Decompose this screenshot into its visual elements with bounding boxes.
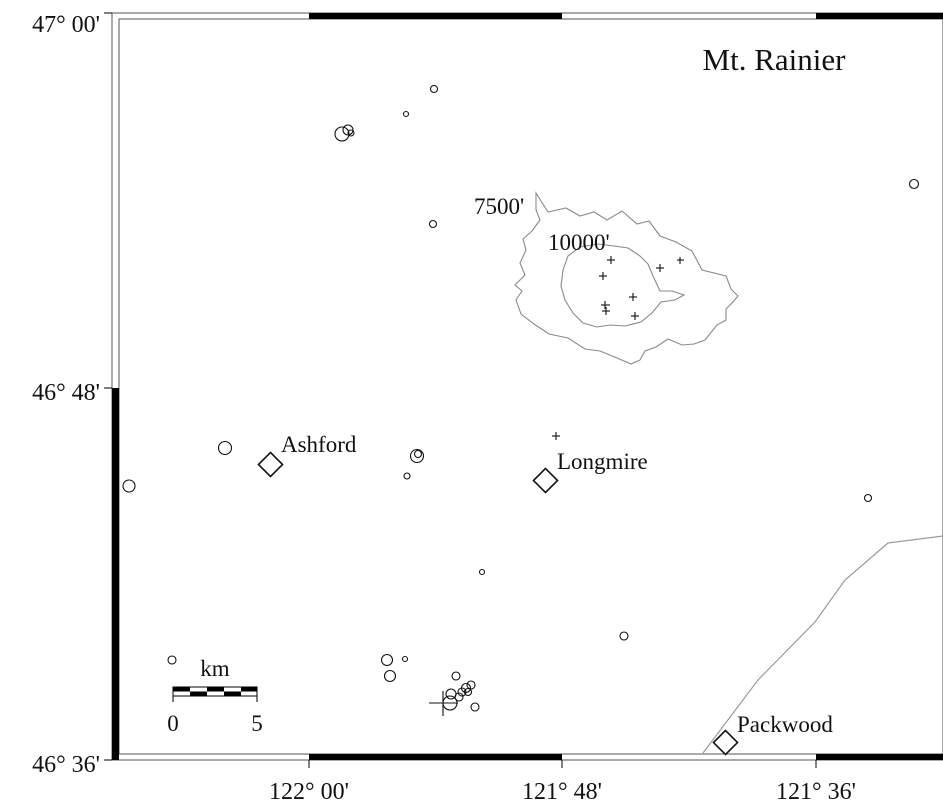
scale-bar-segment: [190, 691, 207, 696]
lon-tick-3: 121° 36': [776, 779, 856, 805]
event-circle: [413, 449, 423, 459]
town-label: Packwood: [737, 712, 833, 737]
scale-bar-segment: [241, 687, 257, 692]
lat-tick-top: 47° 00': [32, 12, 100, 38]
event-circle: [619, 631, 629, 641]
road-line: [702, 535, 943, 754]
town-packwood: Packwood: [712, 712, 833, 756]
event-circle: [167, 655, 177, 665]
scale-bar-label-5: 5: [251, 711, 263, 736]
event-circle: [401, 655, 409, 663]
scale-bar-segment: [173, 687, 190, 692]
event-circle: [217, 440, 233, 456]
event-circle: [402, 110, 410, 118]
frame-ticks: [104, 12, 817, 768]
town-ashford: Ashford: [257, 432, 357, 478]
town-longmire: Longmire: [532, 449, 648, 494]
event-circle: [334, 126, 350, 142]
event-circle: [463, 687, 473, 697]
lat-tick-mid: 46° 48': [32, 380, 100, 406]
event-circle: [466, 680, 476, 690]
scale-bar: km 0 5: [167, 656, 263, 736]
cross-marker: [607, 256, 615, 264]
event-circle: [403, 472, 411, 480]
event-circle: [451, 671, 461, 681]
lon-tick-2: 121° 48': [522, 779, 602, 805]
event-circle: [383, 669, 397, 683]
cross-marker: [656, 264, 664, 272]
contour-10000-label: 10000': [548, 230, 610, 255]
event-circle: [457, 687, 467, 697]
event-circle: [863, 493, 873, 503]
lon-tick-1: 122° 00': [269, 779, 349, 805]
town-label: Longmire: [557, 449, 648, 474]
cross-marker: [631, 312, 639, 320]
town-diamond-icon: [712, 729, 739, 756]
cross-marker: [599, 272, 607, 280]
contour-7500-label: 7500': [474, 194, 524, 219]
event-circle: [380, 653, 394, 667]
map-title: Mt. Rainier: [703, 42, 847, 77]
contour-10000: [560, 243, 686, 328]
cross-marker: [629, 293, 637, 301]
event-circle: [442, 695, 458, 711]
event-circle: [908, 178, 920, 190]
event-circle: [122, 479, 136, 493]
town-diamond-icon: [532, 467, 559, 494]
event-circle: [429, 84, 439, 94]
town-diamond-icon: [257, 451, 284, 478]
lat-tick-bottom: 46° 36': [32, 752, 100, 778]
event-circle: [478, 568, 486, 576]
town-label: Ashford: [281, 432, 357, 457]
summit-cross-markers: [552, 256, 684, 440]
event-circle: [347, 129, 355, 137]
frame-checker: [112, 13, 943, 760]
scale-bar-segment: [224, 691, 241, 696]
cross-marker: [602, 307, 610, 315]
event-circle: [428, 219, 438, 229]
cross-marker: [552, 432, 560, 440]
scale-bar-segment: [207, 687, 224, 692]
event-circle: [470, 702, 480, 712]
contour-7500: [514, 191, 739, 365]
earthquake-circles: [122, 84, 920, 712]
event-circle: [409, 448, 425, 464]
event-circle: [342, 124, 354, 136]
scale-bar-unit: km: [200, 656, 230, 681]
cross-marker: [677, 257, 684, 264]
event-circle: [454, 692, 464, 702]
cross-marker: [601, 301, 610, 309]
scale-bar-label-0: 0: [167, 711, 179, 736]
